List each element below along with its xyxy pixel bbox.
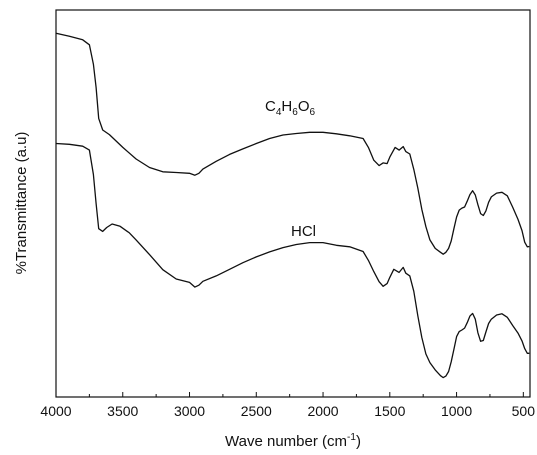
- series-2-annotation: HCl: [291, 223, 316, 240]
- y-axis-label: %Transmittance (a.u): [13, 132, 30, 275]
- x-tick-label-3500: 3500: [107, 403, 138, 419]
- x-tick-label-2500: 2500: [241, 403, 272, 419]
- x-tick-label-2000: 2000: [307, 403, 338, 419]
- formula-c-subscript: 4: [276, 107, 282, 118]
- formula-c: C: [265, 98, 276, 115]
- formula-o-subscript: 6: [309, 107, 315, 118]
- x-tick-label-3000: 3000: [174, 403, 205, 419]
- plot-frame: [55, 9, 531, 398]
- x-axis-label-main: Wave number (cm: [225, 433, 347, 450]
- x-axis-label: Wave number (cm-1): [225, 432, 361, 450]
- formula-h: H: [281, 98, 292, 115]
- x-axis-tick-labels: 4000 3500 3000 2500 2000 1500 1000 500: [40, 403, 535, 419]
- x-tick-label-4000: 4000: [40, 403, 71, 419]
- formula-h-subscript: 6: [292, 107, 298, 118]
- x-tick-label-500: 500: [512, 403, 536, 419]
- x-tick-label-1500: 1500: [374, 403, 405, 419]
- formula-o: O: [298, 98, 310, 115]
- series-1-annotation: C4H6O6: [265, 98, 315, 118]
- series-line-2: [55, 142, 530, 379]
- x-tick-label-1000: 1000: [441, 403, 472, 419]
- series-group: [55, 32, 530, 379]
- x-axis-label-superscript: -1: [347, 432, 356, 443]
- x-axis-label-close: ): [356, 433, 361, 450]
- x-axis-ticks: [55, 392, 524, 397]
- series-line-1: [55, 32, 530, 255]
